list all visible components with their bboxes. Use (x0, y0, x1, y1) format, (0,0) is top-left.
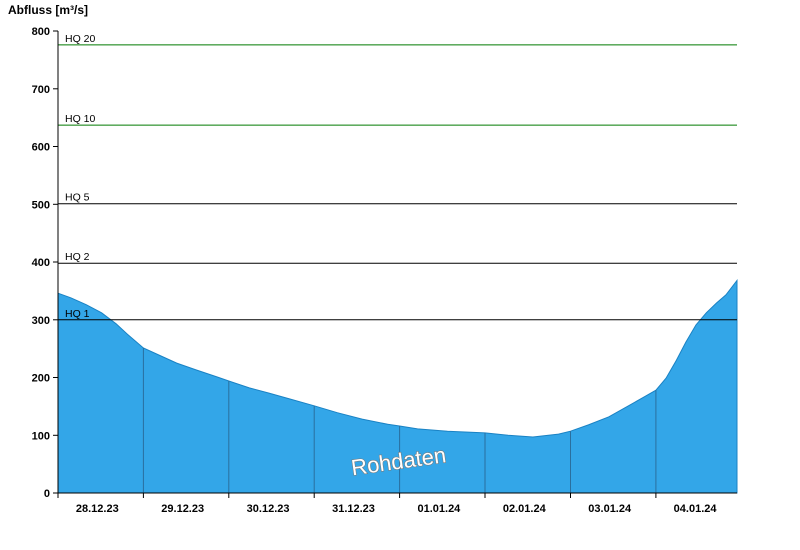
y-tick-label: 0 (44, 488, 50, 500)
y-tick-label: 400 (32, 257, 50, 269)
discharge-area (57, 279, 738, 494)
hq-threshold-label: HQ 10 (65, 113, 96, 125)
y-tick-label: 200 (32, 373, 50, 385)
x-tick-label: 04.01.24 (674, 503, 718, 515)
hq-threshold-label: HQ 1 (65, 308, 90, 320)
hq-threshold-label: HQ 5 (65, 192, 90, 204)
x-tick-label: 03.01.24 (588, 503, 632, 515)
y-tick-label: 100 (32, 430, 50, 442)
x-tick-label: 28.12.23 (76, 503, 119, 515)
hq-threshold-label: HQ 20 (65, 33, 96, 45)
chart-title: Abfluss [m³/s] (8, 3, 89, 17)
hq-threshold-label: HQ 2 (65, 251, 90, 263)
y-tick-label: 500 (32, 199, 50, 211)
x-tick-label: 02.01.24 (503, 503, 547, 515)
x-tick-label: 31.12.23 (332, 503, 375, 515)
x-tick-label: 29.12.23 (161, 503, 204, 515)
y-tick-label: 800 (32, 26, 50, 38)
y-tick-label: 300 (32, 315, 50, 327)
x-tick-label: 30.12.23 (247, 503, 290, 515)
y-tick-label: 700 (32, 84, 50, 96)
y-tick-label: 600 (32, 142, 50, 154)
x-tick-label: 01.01.24 (417, 503, 461, 515)
